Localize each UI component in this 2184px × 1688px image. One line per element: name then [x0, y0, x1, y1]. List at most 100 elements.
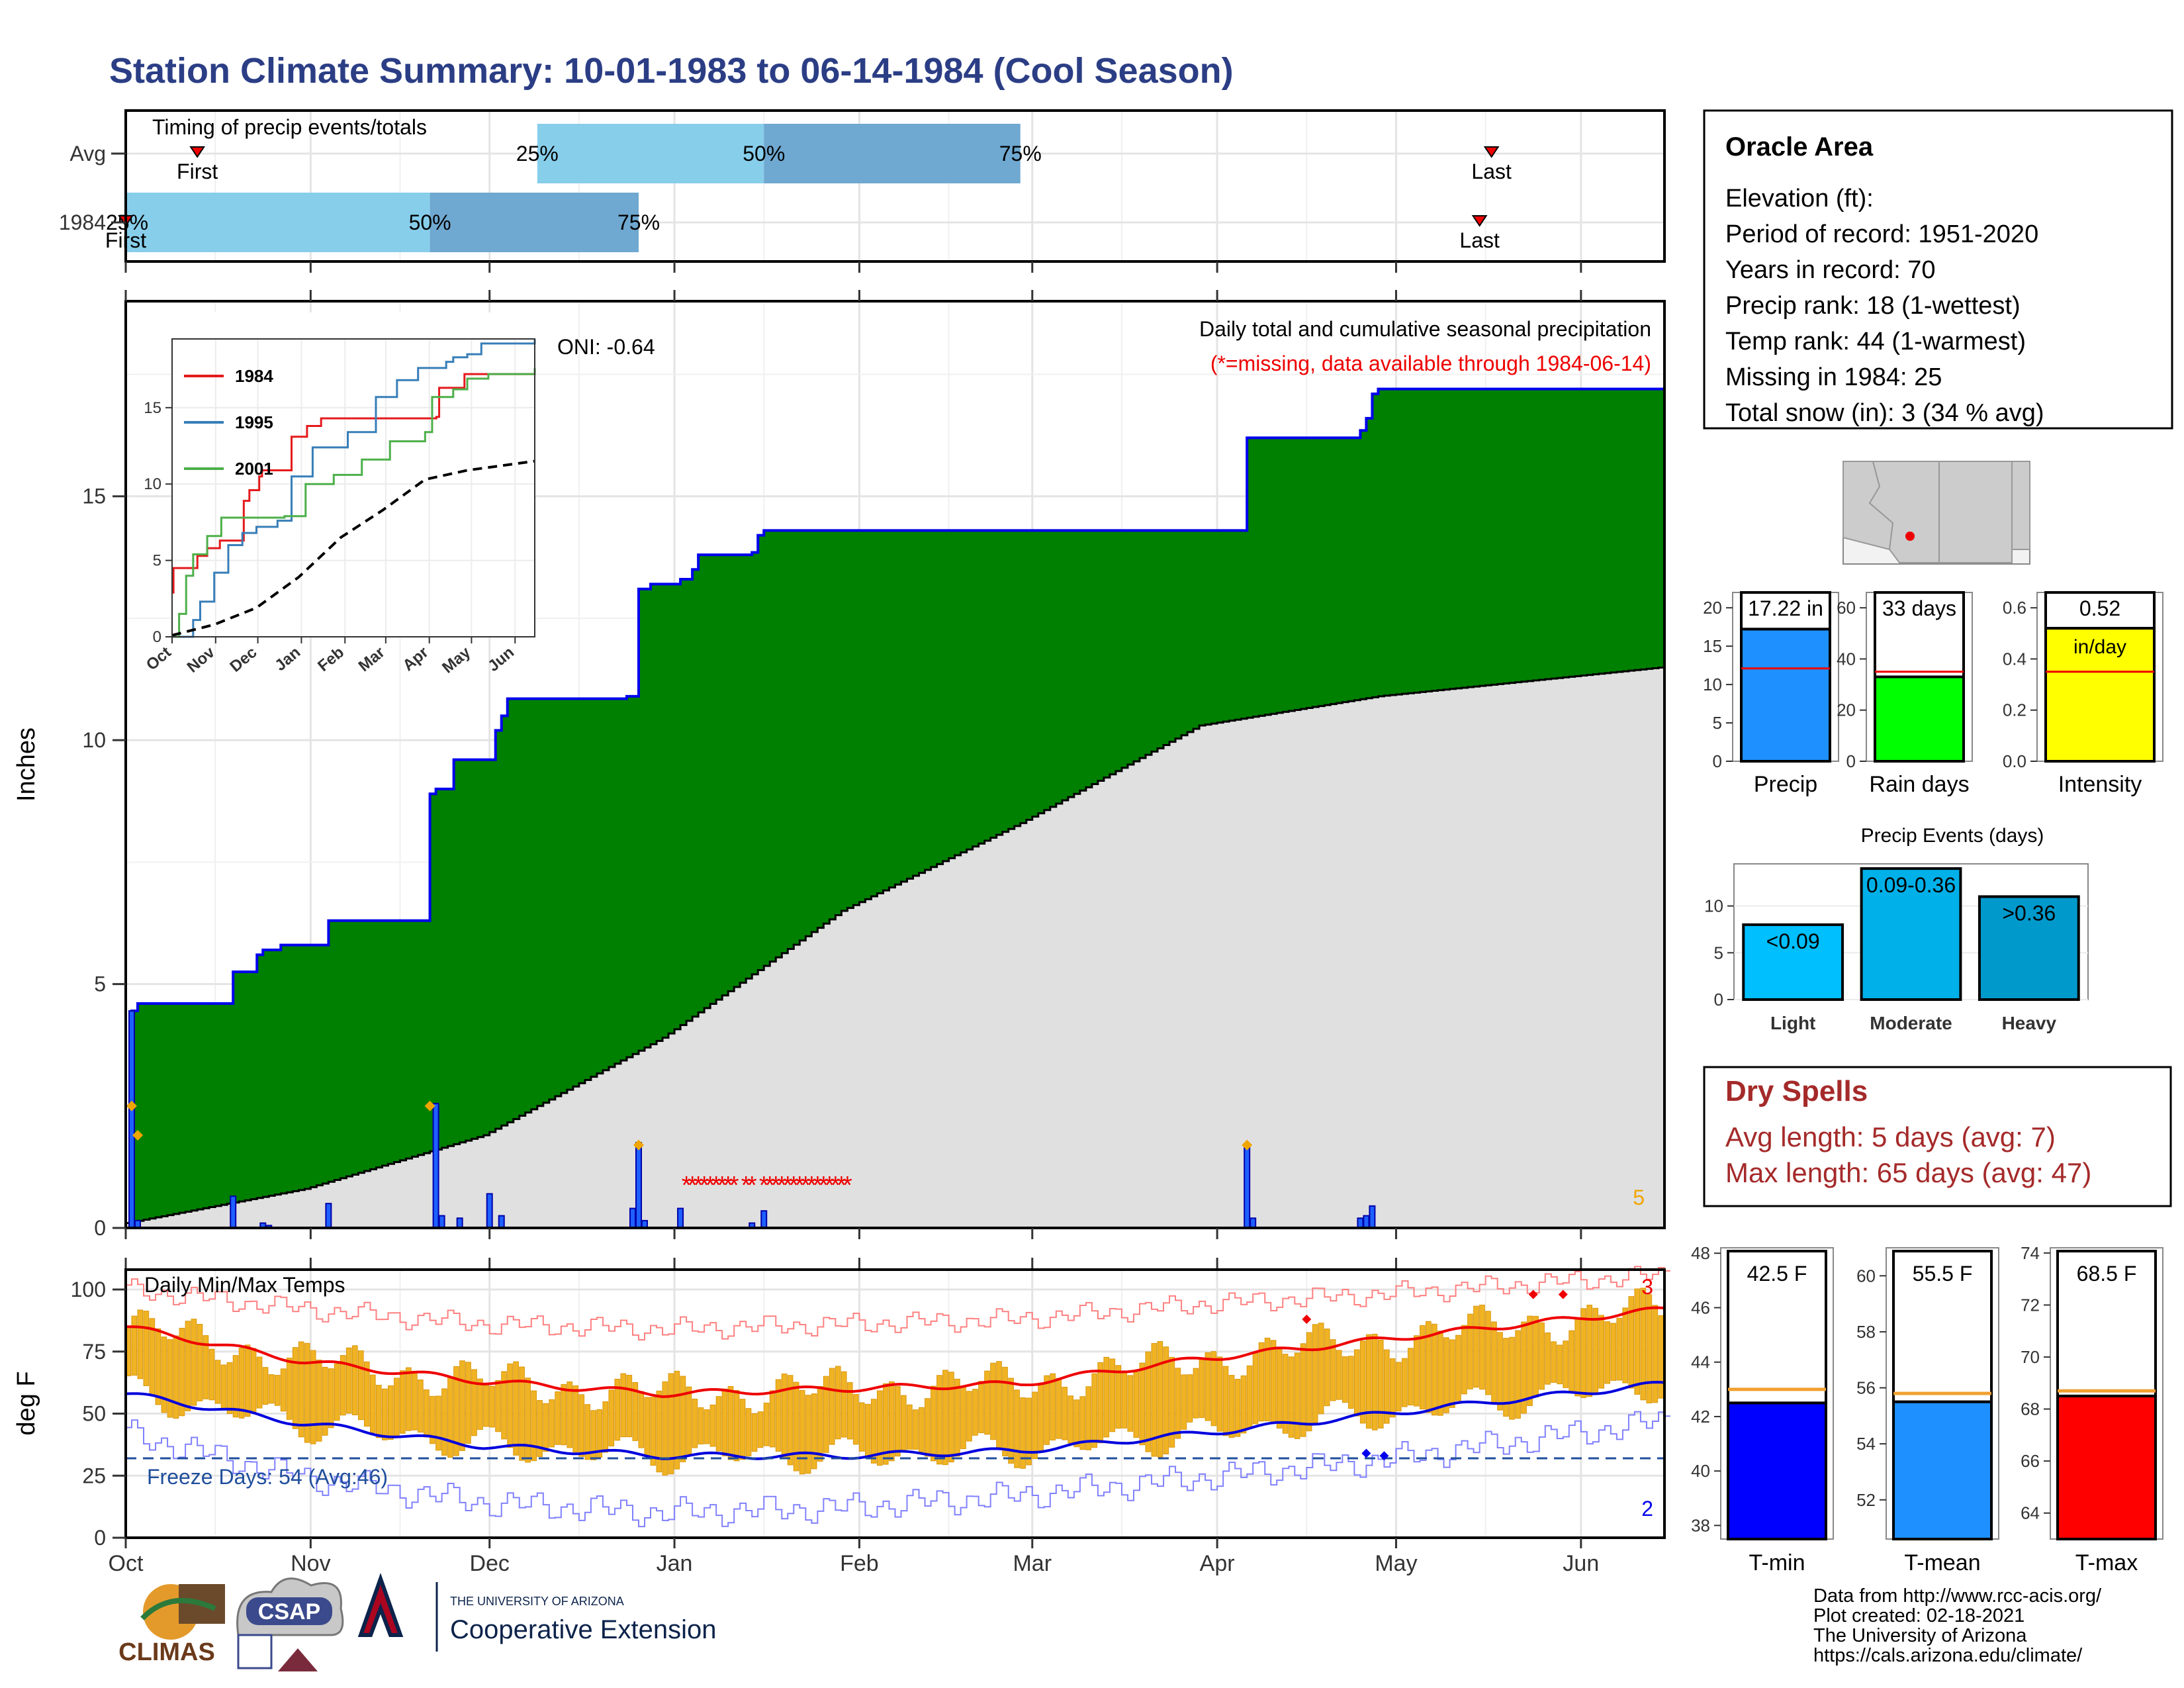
daily-temp-range-bar: [835, 1366, 841, 1440]
daily-temp-range-bar: [340, 1355, 346, 1416]
temp-xtick-label: Mar: [1013, 1551, 1052, 1576]
daily-temp-range-bar: [214, 1360, 221, 1404]
events-bar-light: [1742, 923, 1844, 1002]
daily-temp-range-bar: [727, 1385, 734, 1460]
daily-temp-range-bar: [1002, 1366, 1008, 1456]
daily-precip-bar: [629, 1207, 636, 1229]
extreme-precip-marker: [132, 1130, 144, 1141]
daily-precip-bar: [128, 1010, 136, 1229]
daily-temp-range-bar: [1503, 1338, 1509, 1417]
mini-bar-value-unit: in/day: [2073, 636, 2126, 658]
mini-bar-ytick-label: 60: [1837, 598, 1856, 618]
daily-temp-range-bar: [1521, 1321, 1527, 1414]
daily-temp-range-bar: [864, 1403, 871, 1459]
daily-temp-range-bar: [400, 1370, 406, 1434]
daily-temp-range-bar: [674, 1370, 680, 1470]
daily-temp-range-bar: [787, 1375, 794, 1466]
temp-bar-ytick-label: 38: [1691, 1515, 1710, 1535]
daily-temp-range-bar: [1545, 1332, 1551, 1385]
daily-temp-range-bar: [715, 1396, 722, 1452]
daily-temp-range-bar: [1557, 1344, 1563, 1385]
daily-temp-range-bar: [1121, 1372, 1128, 1429]
mini-bar-label: Precip: [1754, 772, 1817, 797]
daily-temp-range-bar: [513, 1361, 519, 1456]
inset-legend-label-2001: 2001: [235, 459, 273, 479]
daily-temp-range-bar: [1347, 1356, 1354, 1409]
daily-temp-range-bar: [441, 1388, 447, 1456]
daily-temp-range-bar: [1205, 1352, 1211, 1421]
daily-temp-range-bar: [1300, 1343, 1306, 1437]
missing-day-marker: *: [807, 1172, 817, 1199]
daily-temp-range-bar: [1282, 1354, 1289, 1434]
missing-day-marker: *: [705, 1172, 715, 1199]
temp-bar-ytick-label: 52: [1856, 1490, 1876, 1510]
temp-ytick-label: 0: [94, 1526, 106, 1550]
daily-temp-range-bar: [382, 1388, 388, 1440]
average-max-temp-line: [126, 1306, 1665, 1398]
daily-temp-range-bar: [775, 1379, 782, 1452]
daily-temp-range-bar: [984, 1370, 990, 1435]
daily-temp-range-bar: [942, 1370, 948, 1466]
mini-bar-ytick-label: 0.6: [2003, 598, 2026, 618]
daily-temp-range-bar: [698, 1407, 704, 1444]
daily-temp-range-bar: [1240, 1375, 1247, 1434]
daily-temp-range-bar: [799, 1389, 805, 1475]
daily-temp-range-bar: [1026, 1397, 1032, 1466]
daily-precip-bar: [230, 1196, 237, 1229]
daily-temp-range-bar: [1395, 1362, 1402, 1412]
station-info: Oracle Area Elevation (ft): Period of re…: [1703, 109, 2173, 430]
daily-temp-range-bar: [1634, 1288, 1641, 1395]
daily-temp-range-bar: [817, 1385, 823, 1462]
missing-day-marker: *: [777, 1172, 787, 1199]
daily-temp-range-bar: [1306, 1332, 1312, 1432]
missing-day-marker: *: [717, 1172, 727, 1199]
daily-temp-range-bar: [1127, 1375, 1134, 1432]
events-bar-tag: 0.09-0.36: [1866, 873, 1956, 897]
temp-count-bottom: 2: [1641, 1497, 1653, 1521]
daily-temp-range-bar: [1199, 1359, 1205, 1419]
locator-map: [1843, 461, 2030, 565]
inset-legend-label-1995: 1995: [235, 412, 273, 432]
precip-caption: Daily total and cumulative seasonal prec…: [1199, 317, 1651, 341]
daily-temp-range-bar: [1652, 1305, 1659, 1403]
daily-temp-range-bar: [721, 1388, 728, 1456]
daily-temp-range-bar: [1044, 1375, 1050, 1445]
daily-precip-bar: [1250, 1217, 1257, 1229]
temp-title: Daily Min/Max Temps: [144, 1273, 345, 1297]
daily-temp-range-bar: [626, 1374, 633, 1438]
daily-temp-range-bar: [733, 1389, 740, 1462]
mini-bar-intensity: [2044, 627, 2156, 763]
daily-temp-range-bar: [495, 1380, 501, 1432]
footer-university: The University of Arizona: [1813, 1625, 2027, 1646]
daily-temp-range-bar: [345, 1347, 352, 1414]
daily-temp-range-bar: [203, 1335, 209, 1399]
daily-temp-range-bar: [489, 1385, 495, 1428]
daily-temp-range-bar: [1294, 1352, 1300, 1439]
mini-bar-label: Rain days: [1869, 772, 1969, 797]
temp-bar-ytick-label: 66: [2021, 1451, 2040, 1471]
temp-bar-ytick-label: 54: [1856, 1434, 1876, 1454]
extreme-precip-marker: [633, 1139, 644, 1150]
daily-temp-range-bar: [644, 1397, 651, 1457]
daily-temp-range-bar: [1258, 1342, 1265, 1422]
daily-temp-range-bar: [1622, 1307, 1629, 1383]
daily-temp-range-bar: [525, 1378, 531, 1463]
daily-temp-range-bar: [1497, 1332, 1503, 1411]
extreme-precip-marker: [126, 1100, 138, 1111]
daily-temp-range-bar: [1181, 1374, 1187, 1430]
precip-ylabel: Inches: [13, 727, 40, 802]
daily-temp-range-bar: [1133, 1372, 1140, 1438]
freeze-days-label: Freeze Days: 54 (Avg:46): [147, 1465, 388, 1489]
daily-temp-range-bar: [185, 1321, 191, 1411]
daily-temp-range-bar: [1628, 1296, 1635, 1389]
daily-temp-range-bar: [751, 1413, 758, 1452]
daily-temp-range-bar: [1383, 1349, 1390, 1424]
record-low-marker: [1379, 1451, 1389, 1461]
mini-bar-ytick-label: 5: [1713, 713, 1722, 733]
timing-avg-pct-label: 50%: [743, 142, 785, 165]
temp-xtick-label: Nov: [291, 1551, 330, 1576]
events-bar-moderate: [1860, 867, 1962, 1001]
daily-temp-range-bar: [852, 1394, 859, 1445]
daily-temp-range-bar: [351, 1345, 358, 1415]
